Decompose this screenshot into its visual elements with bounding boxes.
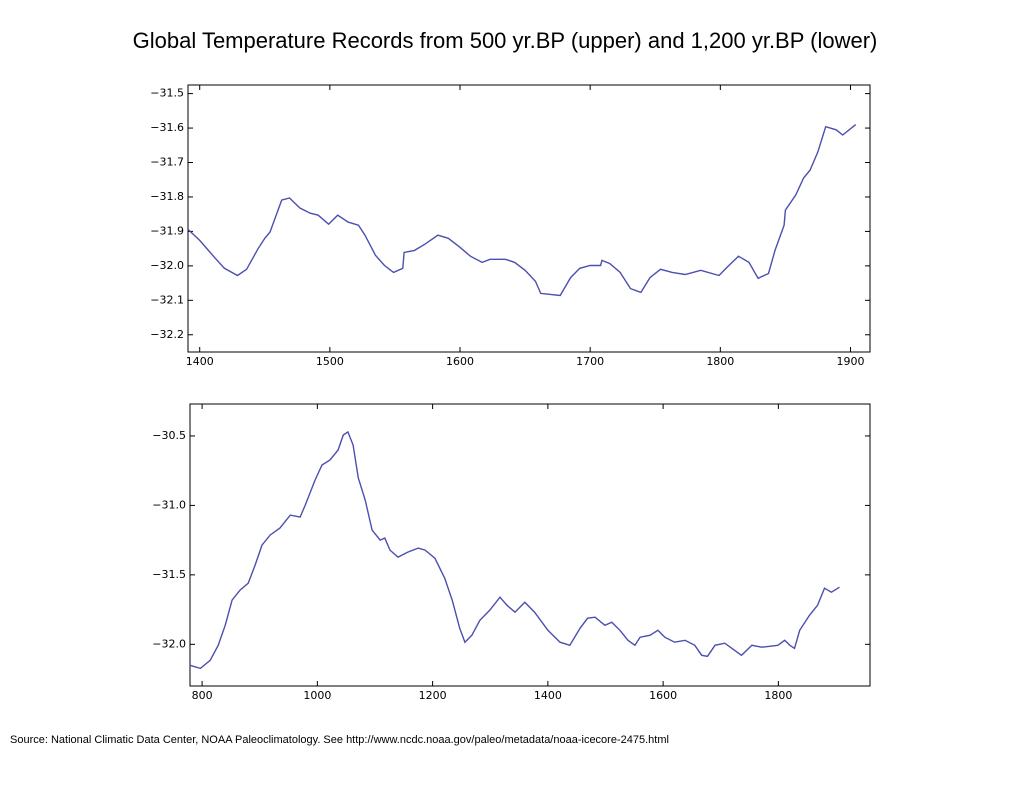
y-tick-label: −31.6: [150, 121, 184, 134]
temperature-line: [187, 124, 857, 297]
y-tick-label: −31.5: [152, 568, 186, 581]
y-tick-label: −31.9: [150, 224, 184, 237]
x-tick-label: 800: [192, 689, 213, 702]
x-tick-label: 1400: [186, 355, 214, 368]
x-tick-label: 1200: [419, 689, 447, 702]
plot-frame: [189, 403, 871, 687]
y-tick-label: −31.7: [150, 156, 184, 169]
x-tick-label: 1000: [303, 689, 331, 702]
x-tick-label: 1500: [316, 355, 344, 368]
x-tick-label: 1900: [836, 355, 864, 368]
x-tick-label: 1800: [706, 355, 734, 368]
temperature-line: [189, 430, 840, 670]
y-tick-label: −31.0: [152, 498, 186, 511]
source-note: Source: National Climatic Data Center, N…: [10, 734, 669, 746]
plot-frame: [187, 84, 871, 353]
y-tick-label: −32.0: [150, 259, 184, 272]
y-tick-label: −30.5: [152, 429, 186, 442]
y-tick-label: −31.8: [150, 190, 184, 203]
y-tick-label: −32.1: [150, 293, 184, 306]
x-tick-label: 1600: [446, 355, 474, 368]
y-tick-label: −32.0: [152, 637, 186, 650]
x-tick-label: 1600: [649, 689, 677, 702]
y-tick-label: −32.2: [150, 328, 184, 341]
y-tick-label: −31.5: [150, 87, 184, 100]
x-tick-label: 1700: [576, 355, 604, 368]
x-tick-label: 1800: [764, 689, 792, 702]
x-tick-label: 1400: [534, 689, 562, 702]
slide-title: Global Temperature Records from 500 yr.B…: [133, 28, 878, 53]
